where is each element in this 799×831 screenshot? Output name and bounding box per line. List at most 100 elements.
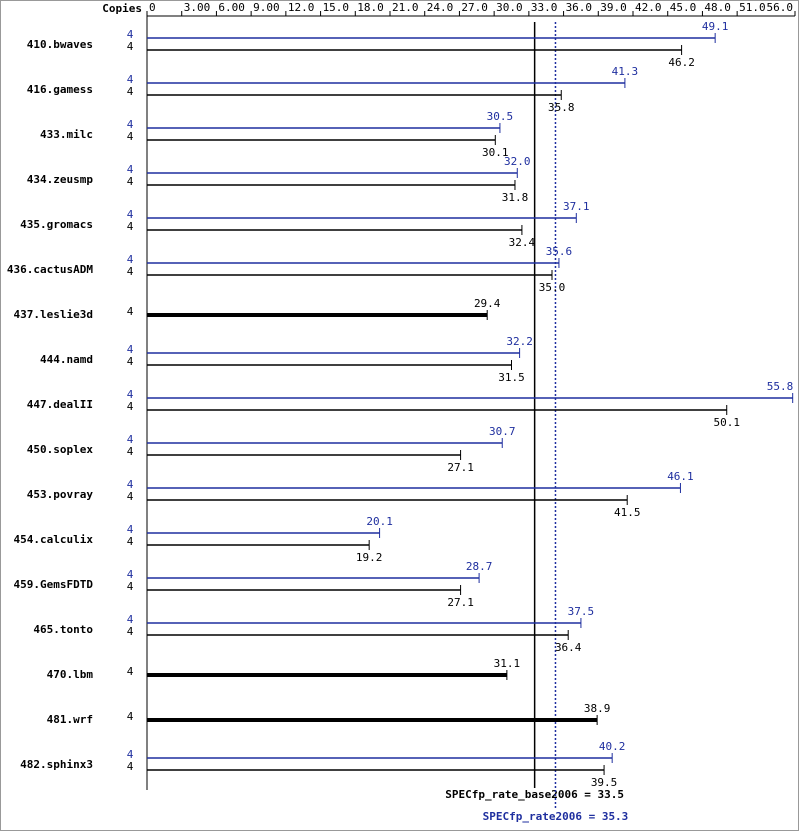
value-label: 28.7	[466, 560, 493, 573]
value-label: 31.5	[498, 371, 525, 384]
copies-label: 4	[127, 28, 134, 41]
value-label: 35.8	[548, 101, 575, 114]
value-label: 41.3	[612, 65, 639, 78]
benchmark-label: 433.milc	[40, 128, 93, 141]
copies-label: 4	[127, 760, 134, 773]
copies-label: 4	[127, 523, 134, 536]
x-tick-label: 18.0	[357, 1, 384, 14]
x-tick-label: 21.0	[392, 1, 419, 14]
value-label: 31.8	[502, 191, 529, 204]
benchmark-label: 444.namd	[40, 353, 93, 366]
value-label: 20.1	[366, 515, 393, 528]
x-tick-label: 3.00	[184, 1, 211, 14]
copies-label: 4	[127, 665, 134, 678]
value-label: 55.8	[767, 380, 794, 393]
value-label: 50.1	[713, 416, 740, 429]
value-label: 35.0	[539, 281, 566, 294]
x-tick-label: 51.0	[739, 1, 766, 14]
copies-label: 4	[127, 748, 134, 761]
value-label: 36.4	[555, 641, 582, 654]
benchmark-label: 410.bwaves	[27, 38, 93, 51]
value-label: 27.1	[447, 596, 474, 609]
copies-label: 4	[127, 355, 134, 368]
copies-label: 4	[127, 625, 134, 638]
x-tick-label: 9.00	[253, 1, 280, 14]
x-tick-label: 42.0	[635, 1, 662, 14]
value-label: 30.1	[482, 146, 509, 159]
value-label: 30.7	[489, 425, 516, 438]
value-label: 30.5	[487, 110, 514, 123]
copies-label: 4	[127, 118, 134, 131]
benchmark-label: 459.GemsFDTD	[14, 578, 94, 591]
copies-label: 4	[127, 85, 134, 98]
copies-label: 4	[127, 163, 134, 176]
value-label: 41.5	[614, 506, 641, 519]
value-label: 32.0	[504, 155, 531, 168]
copies-label: 4	[127, 40, 134, 53]
copies-label: 4	[127, 343, 134, 356]
copies-label: 4	[127, 710, 134, 723]
value-label: 40.2	[599, 740, 626, 753]
x-tick-label: 45.0	[670, 1, 697, 14]
value-label: 37.5	[568, 605, 595, 618]
x-tick-label: 36.0	[566, 1, 593, 14]
x-tick-label: 27.0	[461, 1, 488, 14]
benchmark-label: 447.dealII	[27, 398, 93, 411]
benchmark-label: 453.povray	[27, 488, 94, 501]
value-label: 39.5	[591, 776, 618, 789]
benchmark-label: 450.soplex	[27, 443, 94, 456]
benchmark-label: 434.zeusmp	[27, 173, 94, 186]
copies-label: 4	[127, 613, 134, 626]
value-label: 27.1	[447, 461, 474, 474]
copies-label: 4	[127, 445, 134, 458]
value-label: 46.1	[667, 470, 694, 483]
copies-label: 4	[127, 478, 134, 491]
benchmark-label: 454.calculix	[14, 533, 94, 546]
value-label: 37.1	[563, 200, 590, 213]
x-tick-label: 24.0	[427, 1, 454, 14]
copies-label: 4	[127, 265, 134, 278]
copies-label: 4	[127, 305, 134, 318]
x-tick-label: 12.0	[288, 1, 315, 14]
value-label: 19.2	[356, 551, 383, 564]
copies-label: 4	[127, 433, 134, 446]
value-label: 32.2	[506, 335, 533, 348]
benchmark-label: 482.sphinx3	[20, 758, 93, 771]
benchmark-label: 437.leslie3d	[14, 308, 93, 321]
benchmark-label: 481.wrf	[47, 713, 93, 726]
copies-label: 4	[127, 535, 134, 548]
x-tick-label: 15.0	[323, 1, 350, 14]
copies-label: 4	[127, 568, 134, 581]
copies-label: 4	[127, 253, 134, 266]
value-label: 38.9	[584, 702, 611, 715]
x-tick-label: 33.0	[531, 1, 558, 14]
value-label: 35.6	[546, 245, 573, 258]
value-label: 31.1	[494, 657, 521, 670]
copies-label: 4	[127, 73, 134, 86]
copies-label: 4	[127, 388, 134, 401]
value-label: 32.4	[509, 236, 536, 249]
x-tick-label: 48.0	[704, 1, 731, 14]
x-tick-label: 6.00	[218, 1, 245, 14]
benchmark-label: 436.cactusADM	[7, 263, 93, 276]
value-label: 49.1	[702, 20, 729, 33]
copies-header: Copies	[102, 2, 142, 15]
reference-label: SPECfp_rate_base2006 = 33.5	[445, 788, 624, 801]
x-tick-label: 0	[149, 1, 156, 14]
reference-label: SPECfp_rate2006 = 35.3	[483, 810, 629, 823]
copies-label: 4	[127, 580, 134, 593]
copies-label: 4	[127, 130, 134, 143]
benchmark-label: 465.tonto	[33, 623, 93, 636]
value-label: 46.2	[668, 56, 695, 69]
benchmark-label: 470.lbm	[47, 668, 94, 681]
copies-label: 4	[127, 400, 134, 413]
copies-label: 4	[127, 208, 134, 221]
copies-label: 4	[127, 220, 134, 233]
copies-label: 4	[127, 175, 134, 188]
x-tick-label: 30.0	[496, 1, 522, 14]
value-label: 29.4	[474, 297, 501, 310]
copies-label: 4	[127, 490, 134, 503]
x-tick-label: 39.0	[600, 1, 627, 14]
